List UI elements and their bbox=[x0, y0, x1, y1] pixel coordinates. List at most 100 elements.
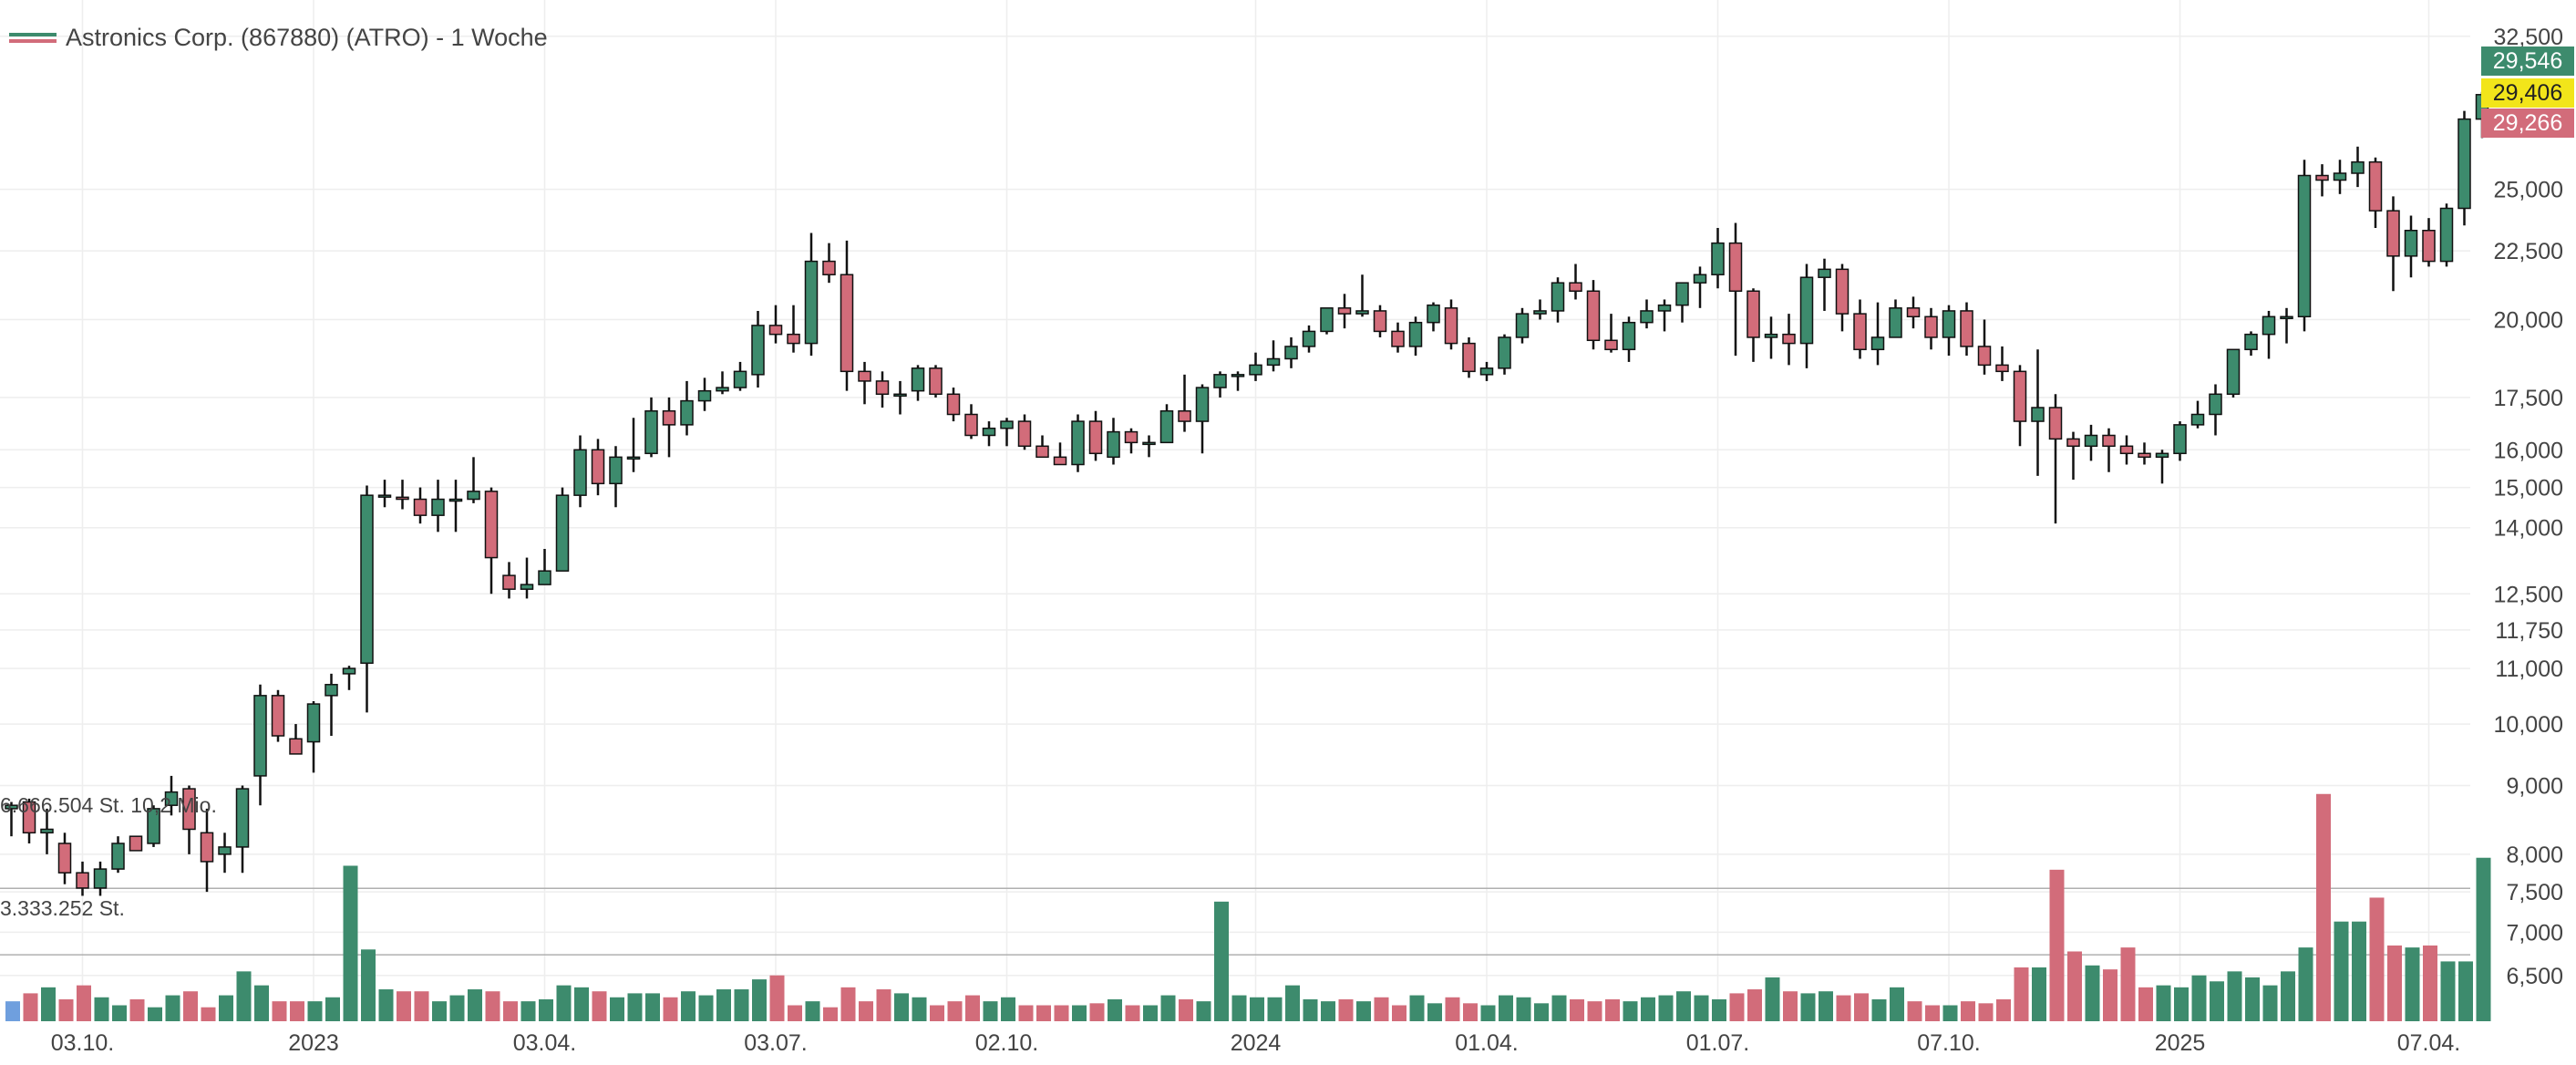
candle-body bbox=[1444, 307, 1458, 345]
candle-body bbox=[431, 498, 445, 516]
volume-bar bbox=[219, 995, 233, 1021]
candle-body bbox=[413, 498, 428, 516]
candle-body bbox=[555, 494, 570, 572]
candle-body bbox=[1924, 315, 1938, 338]
volume-bar bbox=[361, 949, 376, 1021]
volume-bar bbox=[1231, 995, 1247, 1021]
candle-body bbox=[1657, 304, 1672, 312]
candle-body bbox=[1515, 313, 1530, 338]
volume-bar bbox=[2334, 921, 2349, 1021]
volume-bar bbox=[1605, 998, 1620, 1021]
price-tag-high: 29,546 bbox=[2481, 47, 2574, 76]
candle-body bbox=[147, 808, 160, 844]
volume-bar bbox=[698, 995, 714, 1021]
volume-bar bbox=[1303, 998, 1318, 1021]
volume-bar bbox=[1570, 998, 1584, 1021]
candle-body bbox=[2422, 229, 2436, 263]
candle-body bbox=[271, 695, 285, 737]
volume-bar bbox=[1214, 901, 1229, 1021]
candle-body bbox=[1995, 364, 2009, 373]
volume-bar bbox=[1179, 998, 1193, 1021]
volume-bars bbox=[5, 793, 2491, 1021]
volume-bar bbox=[859, 1001, 873, 1021]
volume-bar bbox=[1890, 987, 1904, 1021]
volume-level-lower: 3.333.252 St. bbox=[0, 896, 125, 920]
volume-bar bbox=[2476, 857, 2491, 1021]
candle-body bbox=[1427, 304, 1440, 324]
candle-body bbox=[2048, 407, 2063, 440]
candle-body bbox=[1675, 282, 1689, 306]
volume-bar bbox=[1783, 991, 1798, 1021]
volume-bar bbox=[876, 989, 891, 1021]
candle-body bbox=[1408, 321, 1423, 347]
volume-bar bbox=[325, 997, 340, 1021]
candle-body bbox=[1088, 420, 1103, 455]
volume-bar bbox=[165, 995, 180, 1021]
candle-body bbox=[768, 325, 783, 336]
candle-body bbox=[1302, 330, 1316, 347]
volume-bar bbox=[2245, 977, 2260, 1021]
candle-body bbox=[396, 496, 409, 501]
volume-bar bbox=[378, 989, 394, 1021]
y-tick-label: 10,000 bbox=[2494, 712, 2563, 738]
candle-body bbox=[2190, 413, 2205, 426]
candle-body bbox=[840, 274, 854, 373]
candle-body bbox=[2209, 393, 2222, 416]
candle-body bbox=[1498, 336, 1511, 369]
volume-bar bbox=[1641, 997, 1655, 1021]
volume-bar bbox=[5, 1001, 20, 1021]
volume-bar bbox=[1623, 1001, 1638, 1021]
candle-body bbox=[946, 393, 961, 416]
candle-body bbox=[2315, 174, 2329, 181]
volume-bar bbox=[2120, 947, 2136, 1021]
volume-bar bbox=[503, 1001, 518, 1021]
candle-body bbox=[2102, 434, 2116, 448]
candle-body bbox=[325, 684, 338, 697]
candle-body bbox=[1977, 346, 1992, 367]
volume-bar bbox=[2281, 971, 2295, 1021]
volume-bar bbox=[823, 1007, 838, 1021]
volume-bar bbox=[1480, 1005, 1496, 1021]
x-tick-label: 03.07. bbox=[744, 1030, 808, 1056]
price-axis: 32,500 25,000 22,500 20,000 17,500 16,000 15,0… bbox=[2494, 25, 2563, 989]
candle-body bbox=[787, 333, 800, 345]
candle-body bbox=[22, 801, 36, 834]
volume-bar bbox=[912, 997, 927, 1021]
candle-body bbox=[1640, 310, 1654, 324]
candle-body bbox=[2138, 452, 2151, 459]
candle-body bbox=[591, 449, 605, 485]
volume-bar bbox=[1694, 995, 1709, 1021]
candle-body bbox=[2244, 333, 2258, 351]
volume-bar bbox=[1499, 995, 1513, 1021]
candle-body bbox=[982, 427, 996, 437]
volume-bar bbox=[1961, 1001, 1975, 1021]
volume-bar bbox=[449, 995, 465, 1021]
volume-bar bbox=[556, 985, 572, 1021]
volume-bar bbox=[1427, 1003, 1442, 1021]
candle-body bbox=[1818, 268, 1831, 278]
candle-body bbox=[733, 370, 747, 388]
volume-bar bbox=[2440, 961, 2456, 1021]
candle-body bbox=[1213, 374, 1227, 388]
candle-body bbox=[1017, 420, 1032, 448]
y-tick-label: 9,000 bbox=[2506, 773, 2563, 799]
candle-body bbox=[1835, 268, 1850, 315]
candle-body bbox=[1586, 290, 1601, 342]
y-tick-label: 15,000 bbox=[2494, 476, 2563, 501]
volume-bar bbox=[1125, 1005, 1140, 1021]
candle-body bbox=[129, 835, 143, 852]
candle-body bbox=[93, 868, 108, 889]
volume-bar bbox=[23, 993, 38, 1021]
volume-bar bbox=[610, 997, 624, 1021]
candle-body bbox=[822, 260, 836, 275]
volume-bar bbox=[2103, 969, 2117, 1021]
price-tag-close: 29,406 bbox=[2481, 78, 2574, 108]
candle-body bbox=[1124, 430, 1139, 444]
volume-bar bbox=[2067, 951, 2082, 1021]
candle-body bbox=[1728, 242, 1743, 293]
candle-body bbox=[644, 409, 658, 455]
candle-body bbox=[1782, 333, 1796, 345]
volume-bar bbox=[1250, 997, 1264, 1021]
candle-body bbox=[1159, 409, 1174, 444]
volume-bar bbox=[112, 1005, 127, 1021]
